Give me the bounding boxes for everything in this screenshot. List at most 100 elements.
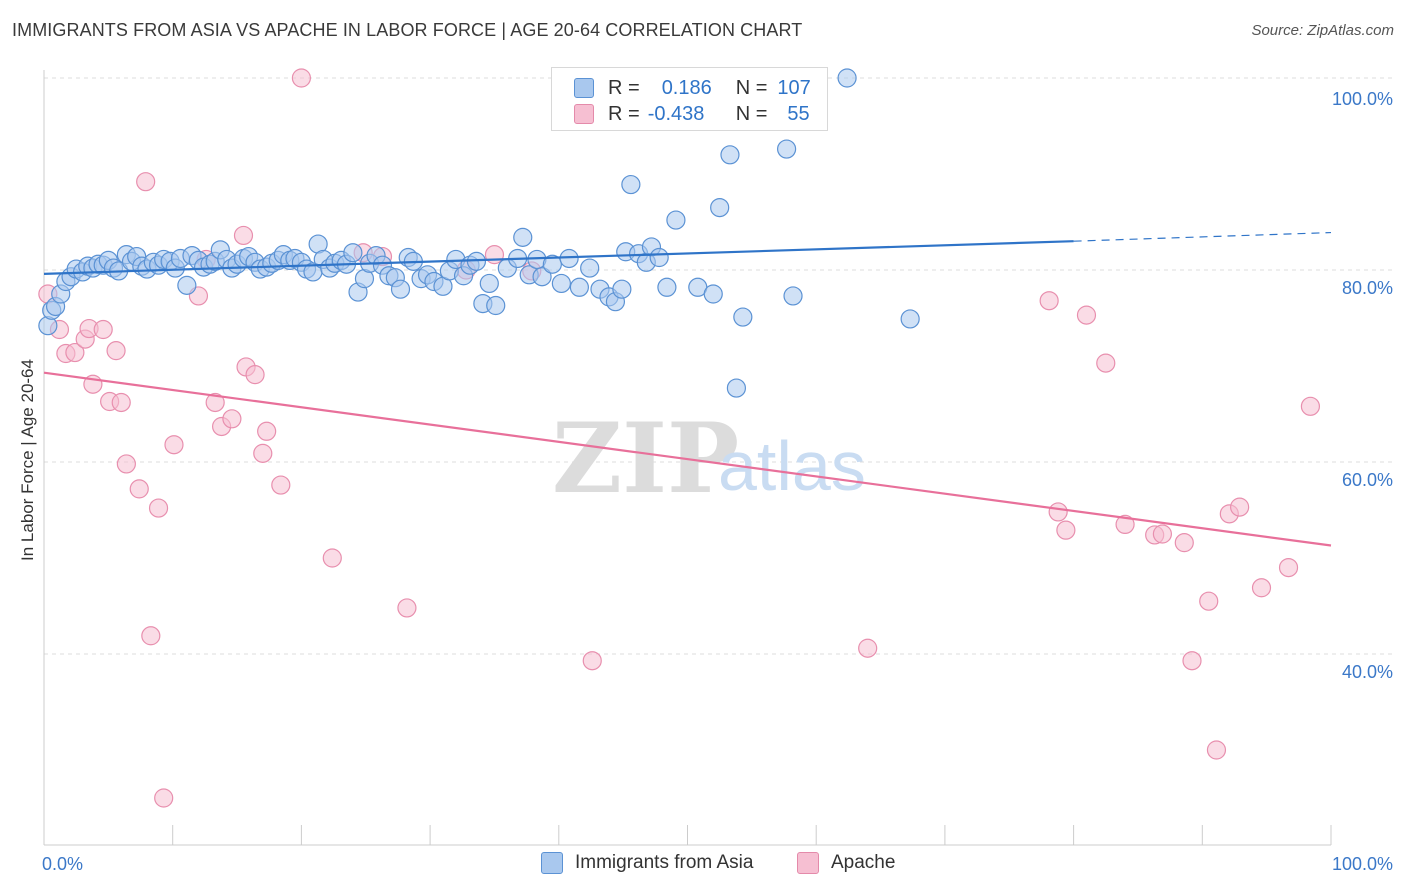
x-tick-label: 0.0%: [42, 854, 83, 874]
apache-point: [129, 479, 149, 499]
asia-point: [542, 254, 562, 274]
legend-r-label: R =: [608, 102, 640, 125]
source-credit: Source: ZipAtlas.com: [1251, 22, 1394, 39]
trend-lines: [43, 231, 1332, 547]
series-swatch-pink: [797, 852, 819, 874]
asia-point: [569, 277, 589, 297]
apache-point: [1039, 291, 1059, 311]
asia-point: [621, 174, 641, 195]
apache-point: [65, 342, 85, 363]
apache-point: [111, 392, 131, 413]
asia-point: [612, 279, 632, 299]
asia-point: [837, 68, 857, 88]
apache-point: [1278, 557, 1299, 578]
asia-point: [710, 198, 730, 218]
legend-n-label: N =: [735, 76, 768, 99]
tick-labels: 40.0% 60.0% 80.0% 100.0% 0.0% 100.0%: [42, 89, 1393, 874]
series-swatch-blue: [541, 852, 563, 874]
series-legend: Immigrants from Asia Apache: [0, 852, 1406, 878]
asia-point: [657, 277, 677, 297]
asia-point: [343, 243, 363, 263]
series-legend-asia: Immigrants from Asia: [541, 852, 753, 874]
apache-point: [1115, 514, 1135, 535]
asia-point: [390, 279, 411, 299]
apache-point: [397, 598, 417, 618]
apache-point: [1096, 353, 1116, 373]
apache-trend-line: [43, 371, 1332, 547]
y-tick-label: 80.0%: [1342, 278, 1393, 298]
asia-point: [580, 258, 600, 278]
apache-point: [116, 454, 136, 474]
asia-point: [666, 210, 686, 230]
apache-point: [233, 225, 254, 246]
apache-point: [291, 68, 311, 88]
apache-point: [205, 392, 225, 413]
series-legend-apache: Apache: [797, 852, 895, 874]
asia-point: [776, 139, 797, 159]
asia-point: [726, 378, 747, 398]
legend-swatch-pink: [574, 104, 594, 124]
legend-n-value: 55: [787, 102, 810, 125]
apache-point: [164, 435, 184, 455]
apache-point: [1056, 520, 1076, 540]
apache-point: [154, 788, 174, 808]
axes: [43, 70, 1332, 846]
asia-point: [486, 295, 506, 316]
apache-point: [141, 626, 161, 646]
apache-point: [1152, 524, 1173, 544]
asia-point: [479, 273, 499, 294]
y-tick-label: 100.0%: [1332, 89, 1393, 109]
correlation-legend: R = 0.186 N = 107 R = -0.438 N = 55: [551, 67, 828, 131]
apache-point: [257, 421, 277, 441]
asia-trend-extension: [1073, 231, 1332, 242]
apache-point: [148, 498, 169, 518]
apache-point: [136, 172, 156, 192]
apache-point: [1300, 396, 1321, 416]
legend-row-apache: R = -0.438 N = 55: [574, 102, 810, 126]
asia-point: [783, 286, 803, 306]
asia-point: [720, 145, 740, 165]
apache-point: [1174, 533, 1194, 553]
chart-title: IMMIGRANTS FROM ASIA VS APACHE IN LABOR …: [12, 20, 803, 40]
x-tick-label: 100.0%: [1332, 854, 1393, 874]
asia-point: [551, 273, 571, 294]
watermark: ZIP atlas: [552, 402, 866, 515]
apache-point: [106, 341, 126, 361]
apache-point: [582, 651, 602, 671]
apache-point: [1251, 578, 1272, 598]
asia-trend-line: [43, 240, 1074, 275]
legend-r-label: R =: [608, 76, 640, 99]
series-label-apache: Apache: [831, 852, 896, 873]
watermark-zip: ZIP: [552, 402, 739, 515]
series-label-asia: Immigrants from Asia: [575, 852, 754, 873]
asia-point: [703, 284, 723, 304]
asia-point: [177, 275, 197, 295]
apache-point: [1206, 740, 1227, 760]
y-tick-label: 40.0%: [1342, 662, 1393, 682]
apache-point: [253, 443, 273, 463]
asia-point: [513, 227, 533, 247]
legend-r-value: 0.186: [661, 76, 712, 99]
legend-n-label: N =: [735, 102, 768, 125]
apache-point: [484, 245, 505, 265]
apache-point: [858, 638, 878, 658]
apache-point: [322, 548, 342, 568]
legend-r-value: -0.438: [647, 102, 705, 125]
apache-point: [93, 319, 113, 340]
apache-point: [271, 475, 291, 495]
legend-row-asia: R = 0.186 N = 107: [574, 76, 811, 100]
legend-n-value: 107: [777, 76, 811, 99]
asia-point: [532, 267, 552, 287]
y-tick-label: 60.0%: [1342, 470, 1393, 490]
asia-point: [733, 307, 753, 327]
apache-point: [1182, 651, 1202, 671]
apache-point: [222, 409, 242, 429]
apache-point: [1199, 591, 1219, 611]
asia-point: [900, 309, 920, 329]
apache-point: [1076, 305, 1097, 325]
apache-point: [1048, 502, 1068, 522]
legend-swatch-blue: [574, 78, 594, 98]
apache-point: [1230, 497, 1250, 517]
apache-point: [245, 365, 265, 385]
